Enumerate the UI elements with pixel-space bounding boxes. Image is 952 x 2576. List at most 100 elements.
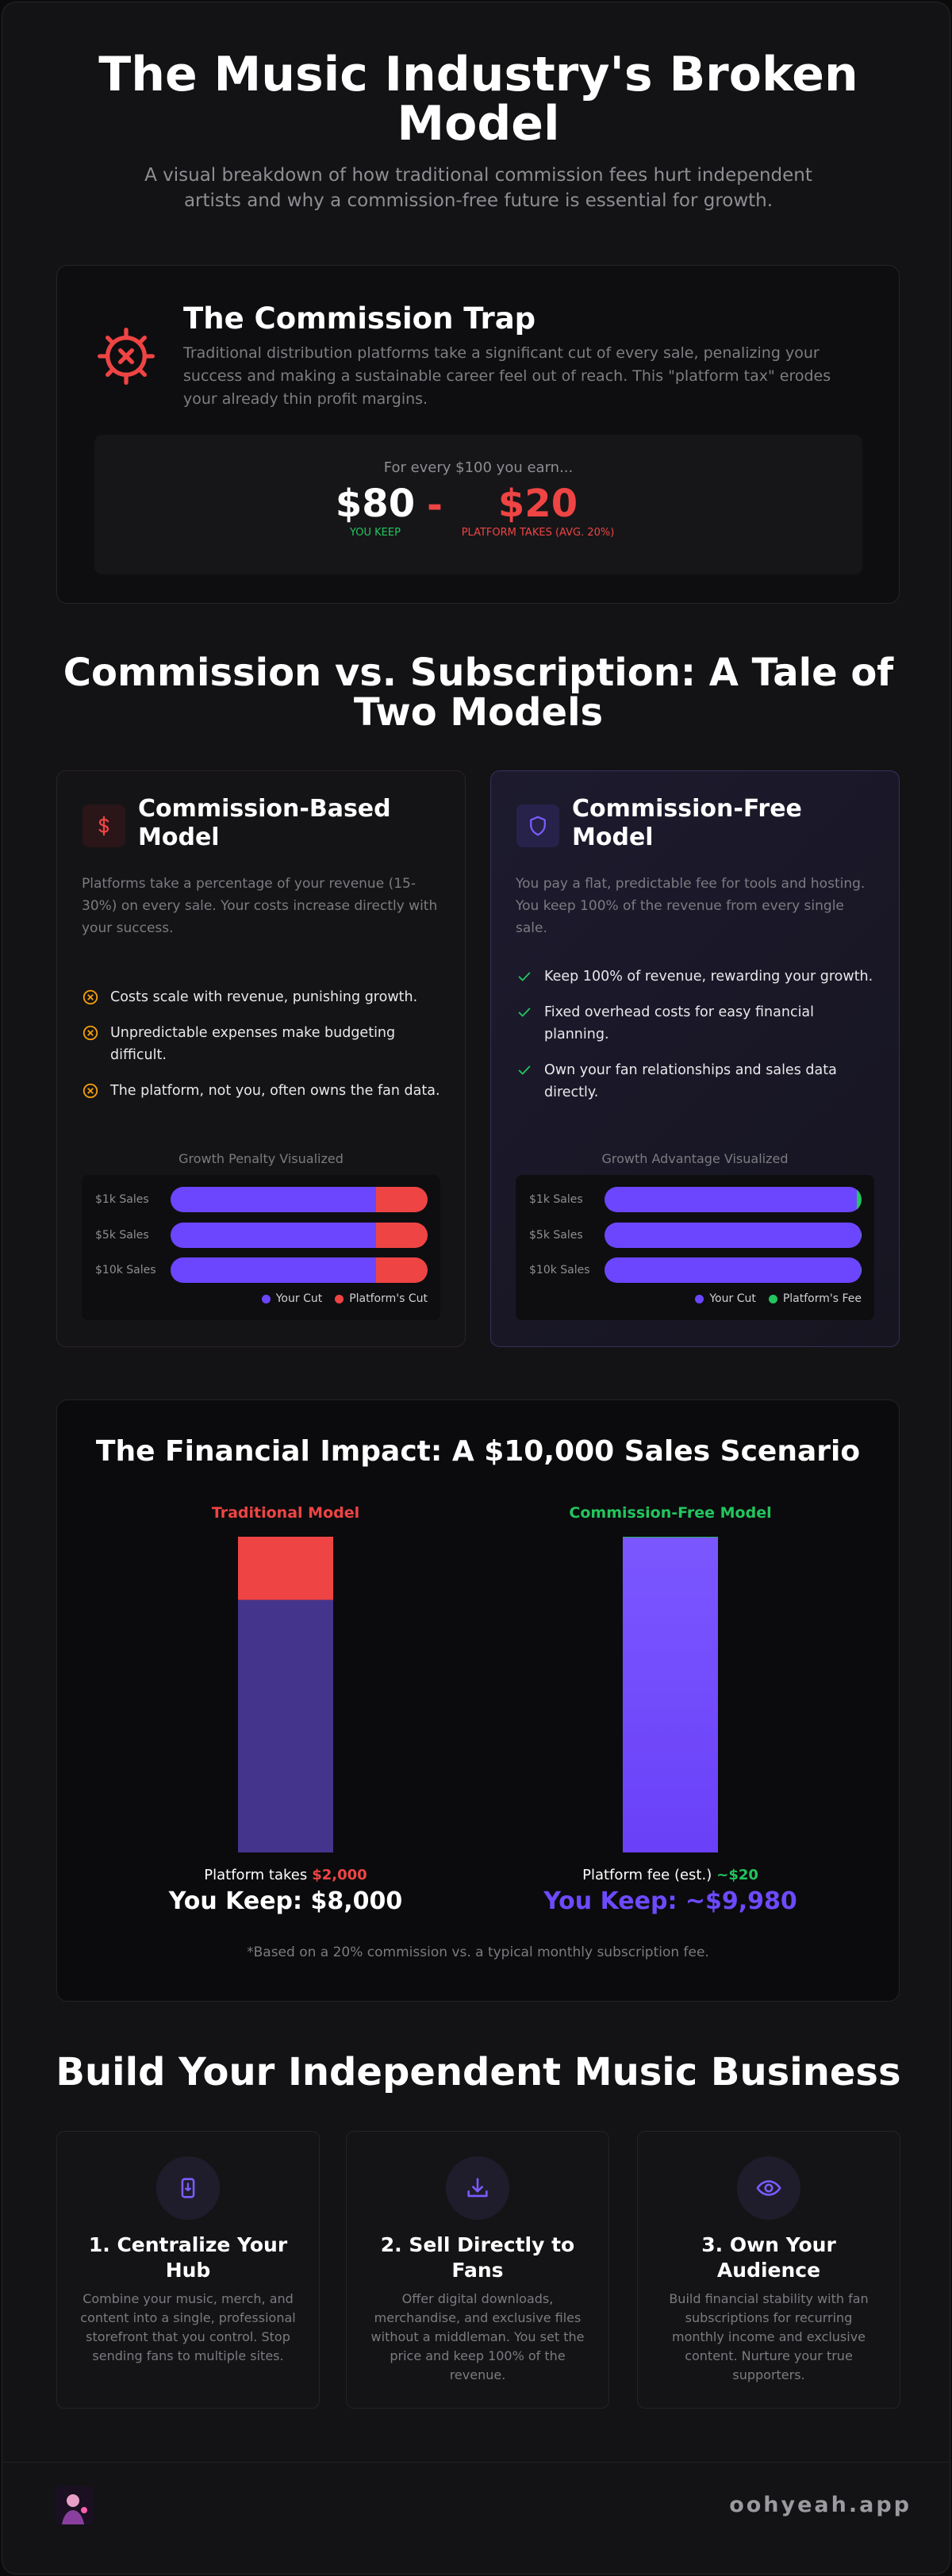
- fee-label: ~$20: [716, 1867, 758, 1883]
- point-icon: [516, 1061, 533, 1086]
- cut-segment: [171, 1257, 377, 1283]
- fee-segment: [376, 1187, 428, 1212]
- legend-text: Your Cut: [709, 1292, 756, 1305]
- scenario-name: Commission-Free Model: [569, 1504, 772, 1522]
- trap-text: Traditional distribution platforms take …: [183, 344, 831, 408]
- cut-segment: [605, 1222, 861, 1248]
- legend-dot: [768, 1294, 777, 1303]
- row-label: $10k Sales: [529, 1264, 590, 1276]
- point-icon: [82, 1024, 99, 1049]
- legend-item: Platform's Fee: [768, 1292, 862, 1305]
- keep-label: You Keep: ~$9,980: [543, 1887, 797, 1915]
- example-caption: For every $100 you earn...: [383, 459, 574, 476]
- subtitle: A visual breakdown of how traditional co…: [144, 165, 812, 211]
- points: Costs scale with revenue, punishing grow…: [82, 986, 443, 1102]
- legend-text: Platform's Cut: [349, 1292, 428, 1305]
- scenario-name: Traditional Model: [211, 1504, 360, 1522]
- point-icon: [516, 968, 533, 992]
- point: Costs scale with revenue, punishing grow…: [82, 986, 443, 1008]
- fee-bar: [238, 1537, 333, 1600]
- step-icon: [737, 2156, 800, 2220]
- keep-label: You Keep: $8,000: [168, 1887, 403, 1915]
- model-title: Commission-Free Model: [572, 795, 802, 851]
- fee-segment: [861, 1257, 862, 1283]
- step-title: 2. Sell Directly to Fans: [380, 2233, 575, 2282]
- step-card: 3. Own Your Audience Build financial stab…: [637, 2131, 900, 2409]
- step-text: Offer digital downloads, merchandise, an…: [370, 2291, 585, 2382]
- fee-segment: [860, 1222, 862, 1248]
- separator: -: [427, 483, 443, 528]
- row-label: $5k Sales: [529, 1228, 583, 1242]
- legend-dot: [261, 1294, 271, 1303]
- legend-dot: [695, 1294, 704, 1303]
- model-text: Platforms take a percentage of your reve…: [82, 876, 438, 936]
- fee-line: Platform fee (est.) ~$20: [472, 1866, 869, 1885]
- footer-divider: [2, 2462, 950, 2463]
- keep-label: YOU KEEP: [350, 527, 401, 539]
- fee-text: Platform takes: [204, 1867, 308, 1883]
- fee-segment: [376, 1257, 428, 1283]
- cut-segment: [605, 1257, 862, 1283]
- legend-item: Your Cut: [695, 1292, 756, 1305]
- row-bar: [605, 1187, 862, 1212]
- avatar: [56, 2486, 94, 2524]
- impact-card: The Financial Impact: A $10,000 Sales Sc…: [56, 1399, 900, 2002]
- keep-bar: [623, 1537, 718, 1852]
- legend-text: Your Cut: [275, 1292, 323, 1305]
- row-label: $1k Sales: [95, 1193, 149, 1206]
- point-icon: [516, 1004, 533, 1028]
- model-card: Commission-Free Model You pay a flat, pre…: [490, 770, 900, 1347]
- cut-segment: [605, 1187, 857, 1212]
- step-icon: [446, 2156, 509, 2220]
- row-bar: [171, 1222, 428, 1248]
- row-bar: [605, 1257, 862, 1283]
- section-title: Commission vs. Subscription: A Tale of T…: [63, 651, 894, 735]
- row-bar: [171, 1257, 428, 1283]
- point-text: Keep 100% of revenue, rewarding your gro…: [544, 969, 873, 985]
- row-label: $1k Sales: [529, 1193, 583, 1206]
- point-text: Unpredictable expenses make budgeting di…: [110, 1025, 396, 1063]
- model-text: You pay a flat, predictable fee for tool…: [516, 876, 866, 936]
- example-box: For every $100 you earn... $80- $20 YOU KEE…: [94, 435, 862, 574]
- step-title: 3. Own Your Audience: [701, 2233, 836, 2282]
- point: The platform, not you, often owns the fa…: [82, 1080, 443, 1102]
- point-text: Costs scale with revenue, punishing grow…: [110, 989, 418, 1005]
- keep-bar: [238, 1599, 333, 1852]
- keep-amount: $80: [335, 482, 416, 526]
- row-label: $10k Sales: [95, 1264, 156, 1276]
- step-card: 2. Sell Directly to Fans Offer digital do…: [346, 2131, 609, 2409]
- step-title: 1. Centralize Your Hub: [88, 2233, 288, 2282]
- point: Unpredictable expenses make budgeting di…: [82, 1022, 443, 1066]
- step-text: Combine your music, merch, and content i…: [80, 2291, 296, 2363]
- point: Fixed overhead costs for easy financial …: [516, 1001, 877, 1046]
- impact-note: *Based on a 20% commission vs. a typical…: [247, 1944, 709, 1960]
- fee-line: Platform takes $2,000: [87, 1866, 484, 1885]
- impact-title: The Financial Impact: A $10,000 Sales Sc…: [95, 1435, 861, 1468]
- row-bar: [171, 1187, 428, 1212]
- step-card: 1. Centralize Your Hub Combine your music…: [56, 2131, 320, 2409]
- row-bar: [605, 1222, 862, 1248]
- step-text: Build financial stability with fan subsc…: [669, 2291, 869, 2382]
- point-text: Fixed overhead costs for easy financial …: [544, 1004, 815, 1042]
- chart-title: Growth Penalty Visualized: [178, 1151, 344, 1166]
- legend: Your Cut Platform's Fee: [695, 1292, 862, 1305]
- point-icon: [82, 1082, 99, 1107]
- fee-text: Platform fee (est.): [582, 1867, 712, 1883]
- impact-chart: [238, 1537, 718, 1852]
- steps-title: Build Your Independent Music Business: [56, 2050, 901, 2094]
- model-icon: [83, 804, 125, 847]
- fee-segment: [376, 1222, 428, 1248]
- model-title: Commission-Based Model: [138, 795, 391, 851]
- chart-title: Growth Advantage Visualized: [601, 1151, 789, 1166]
- model-icon: [516, 804, 559, 847]
- fee-segment: [856, 1187, 862, 1212]
- fee-bar: [623, 1537, 718, 1538]
- cut-segment: [171, 1222, 377, 1248]
- points: Keep 100% of revenue, rewarding your gro…: [516, 966, 877, 1104]
- trap-title: The Commission Trap: [183, 301, 536, 336]
- step-icon: [156, 2156, 220, 2220]
- take-amount: $20: [497, 482, 578, 526]
- fee-label: $2,000: [312, 1867, 367, 1883]
- title: The Music Industry's Broken Model: [98, 47, 858, 152]
